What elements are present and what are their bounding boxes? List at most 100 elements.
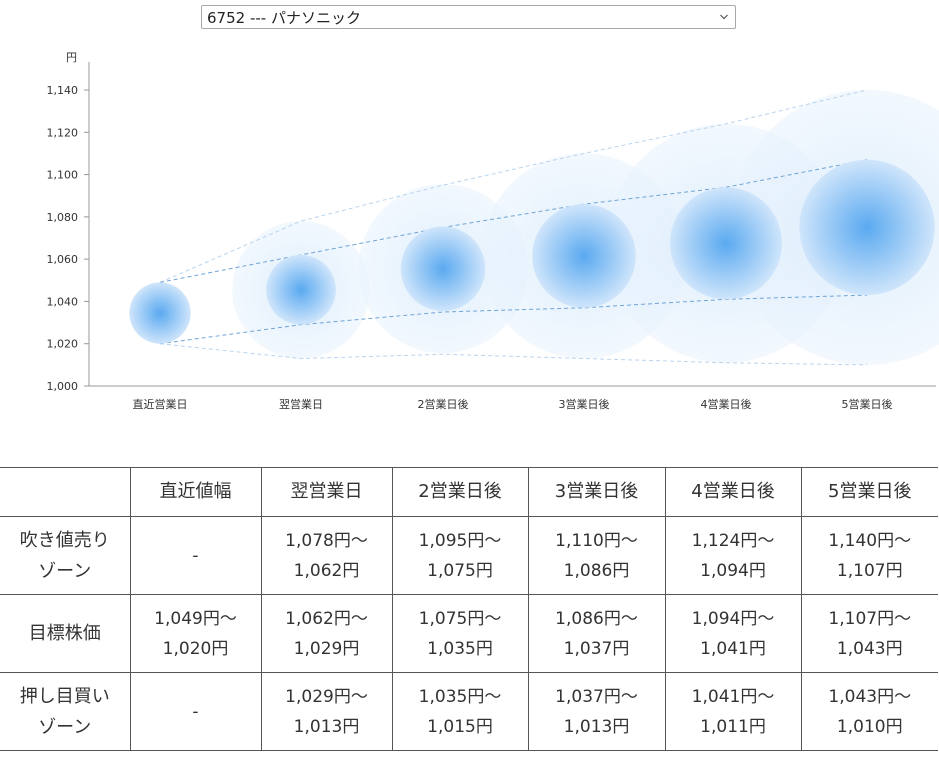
row-label-cell: 押し目買い ゾーン xyxy=(0,672,131,751)
outer-upper-line xyxy=(159,89,868,283)
cell-line: 1,086円 xyxy=(563,560,630,581)
cell-line: 1,107円 xyxy=(836,560,903,581)
table-cell: 1,095円〜 1,075円 xyxy=(391,516,529,595)
row-label-line: 押し目買い xyxy=(19,685,110,707)
table-cell: 1,110円〜 1,086円 xyxy=(527,516,666,595)
cell-line: 1,124円〜 xyxy=(691,530,775,551)
cell-line: 1,049円〜 xyxy=(154,608,237,629)
table-cell: 1,043円〜 1,010円 xyxy=(800,672,938,751)
y-axis-unit: 円 xyxy=(66,51,77,64)
cell-line: 1,015円 xyxy=(427,716,493,737)
cell-line: 1,035円〜 xyxy=(418,686,502,707)
cell-line: 1,110円〜 xyxy=(555,530,638,551)
outer-lower-line xyxy=(159,343,868,366)
cell-line: 1,075円〜 xyxy=(418,608,502,629)
table-header-cell: 2営業日後 xyxy=(391,467,529,517)
table-cell: 1,094円〜 1,041円 xyxy=(664,594,802,673)
price-zone-table: 直近値幅 翌営業日 2営業日後 3営業日後 4営業日後 5営業日後 吹き値売りゾーン - 1,… xyxy=(0,467,938,751)
row-label-cell: 目標株価 xyxy=(0,594,131,673)
price-range-chart: 円 1,000 1,020 1,040 1,060 1,080 1,100 1,120 1,14… xyxy=(47,51,939,411)
x-tick-label: 5営業日後 xyxy=(842,397,893,411)
x-tick-label: 翌営業日 xyxy=(279,397,323,411)
y-tick-label: 1,020 xyxy=(47,338,79,351)
cell-line: 1,078円〜 xyxy=(285,530,368,551)
table-cell: 1,029円〜 1,013円 xyxy=(260,672,393,751)
row-label-line: 吹き値売り xyxy=(19,529,110,551)
y-tick-label: 1,060 xyxy=(47,253,79,266)
table-cell: - xyxy=(129,516,262,595)
table-cell: 1,086円〜 1,037円 xyxy=(527,594,666,673)
table-header-row: 直近値幅 翌営業日 2営業日後 3営業日後 4営業日後 5営業日後 xyxy=(0,467,938,517)
cell-line: 1,029円〜 xyxy=(285,686,368,707)
stock-select[interactable]: 6752 --- パナソニック xyxy=(201,5,736,29)
target-range-bubble xyxy=(129,282,191,344)
table-cell: 1,140円〜 1,107円 xyxy=(800,516,938,595)
cell-line: 1,094円 xyxy=(700,560,766,581)
cell-line: 1,020円 xyxy=(162,638,229,659)
y-tick-label: 1,140 xyxy=(47,84,79,97)
table-cell: 1,075円〜 1,035円 xyxy=(391,594,529,673)
target-range-bubbles xyxy=(129,159,935,344)
table-row: 目標株価 1,049円〜 1,020円 1,062円〜 1,029円 1,075円〜 1,0… xyxy=(0,594,938,673)
cell-line: 1,037円〜 xyxy=(555,686,638,707)
y-tick-label: 1,000 xyxy=(47,380,79,393)
target-range-bubble xyxy=(532,204,636,308)
x-tick-label: 直近営業日 xyxy=(133,397,188,411)
cell-line: 1,094円〜 xyxy=(691,608,775,629)
range-trend-lines xyxy=(159,89,868,366)
table-row: 押し目買いゾーン - 1,029円〜 1,013円 1,035円〜 1,015円 1,037… xyxy=(0,672,938,751)
cell-line: 1,041円 xyxy=(700,638,766,659)
cell-line: - xyxy=(192,701,199,722)
target-upper-line xyxy=(159,159,868,283)
x-tick-label: 2営業日後 xyxy=(418,397,469,411)
target-range-bubble xyxy=(400,226,486,311)
target-range-bubble xyxy=(799,159,935,296)
target-lower-line xyxy=(159,294,868,345)
table-cell: 1,049円〜 1,020円 xyxy=(129,594,262,673)
cell-line: 1,095円〜 xyxy=(418,530,502,551)
row-label-cell: 吹き値売り ゾーン xyxy=(0,516,131,595)
cell-line: 1,062円 xyxy=(293,560,360,581)
table-cell: 1,041円〜 1,011円 xyxy=(664,672,802,751)
x-tick-label: 4営業日後 xyxy=(701,397,752,411)
chart-labels: 円 1,000 1,020 1,040 1,060 1,080 1,100 1,120 1,14… xyxy=(47,51,893,411)
x-tick-label: 3営業日後 xyxy=(559,397,610,411)
cell-line: 1,075円 xyxy=(427,560,493,581)
table-cell: 1,078円〜 1,062円 xyxy=(260,516,393,595)
y-tick-label: 1,100 xyxy=(47,169,79,182)
target-range-bubble xyxy=(266,254,336,325)
table-cell: 1,035円〜 1,015円 xyxy=(391,672,529,751)
table-cell: 1,037円〜 1,013円 xyxy=(527,672,666,751)
row-label-line: 目標株価 xyxy=(28,623,101,644)
cell-line: 1,043円〜 xyxy=(828,686,912,707)
table-cell: - xyxy=(129,672,262,751)
cell-line: 1,062円〜 xyxy=(285,608,368,629)
cell-line: - xyxy=(192,545,199,566)
row-label-line: ゾーン xyxy=(38,560,92,582)
table-cell: 1,107円〜 1,043円 xyxy=(800,594,938,673)
chevron-down-icon xyxy=(720,14,728,20)
cell-line: 1,037円 xyxy=(563,638,630,659)
table-header-cell: 翌営業日 xyxy=(260,467,393,517)
target-range-bubble xyxy=(669,187,783,300)
y-tick-label: 1,080 xyxy=(47,211,79,224)
table-row: 吹き値売りゾーン - 1,078円〜 1,062円 1,095円〜 1,075円 1,110… xyxy=(0,516,938,595)
table-header-cell: 5営業日後 xyxy=(800,467,938,517)
table-corner-cell xyxy=(0,467,131,517)
y-tick-label: 1,040 xyxy=(47,295,79,308)
cell-line: 1,013円 xyxy=(563,716,630,737)
table-header-cell: 3営業日後 xyxy=(527,467,666,517)
cell-line: 1,029円 xyxy=(293,638,360,659)
chart-axes xyxy=(84,62,936,387)
row-label-line: ゾーン xyxy=(38,716,92,738)
cell-line: 1,013円 xyxy=(293,716,360,737)
cell-line: 1,041円〜 xyxy=(691,686,775,707)
table-cell: 1,062円〜 1,029円 xyxy=(260,594,393,673)
table-cell: 1,124円〜 1,094円 xyxy=(664,516,802,595)
y-tick-label: 1,120 xyxy=(47,126,79,139)
cell-line: 1,035円 xyxy=(427,638,493,659)
table-header-cell: 4営業日後 xyxy=(664,467,802,517)
cell-line: 1,010円 xyxy=(836,716,903,737)
stock-select-value: 6752 --- パナソニック xyxy=(207,8,361,27)
cell-line: 1,011円 xyxy=(700,716,766,737)
